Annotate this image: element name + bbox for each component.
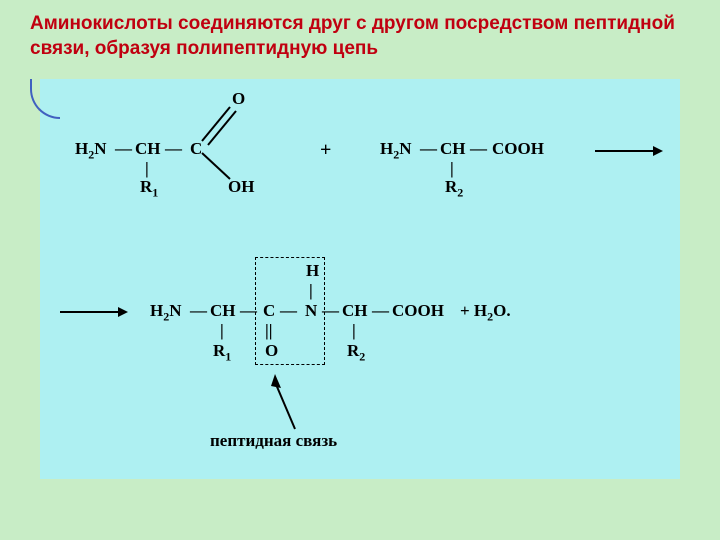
bond: —: [420, 139, 437, 159]
aa2-r2: R2: [445, 177, 463, 200]
bond: —: [470, 139, 487, 159]
plus-sign: +: [320, 139, 331, 162]
aa1-r1: R1: [140, 177, 158, 200]
vbar: |: [145, 159, 149, 179]
peptide-bond-label: пептидная связь: [210, 431, 337, 451]
prod-r2: R2: [347, 341, 365, 364]
vbar: |: [220, 321, 224, 341]
reaction-arrow-1: [595, 143, 665, 159]
prod-r1: R1: [213, 341, 231, 364]
bond: —: [165, 139, 182, 159]
aa1-ch: CH: [135, 139, 161, 159]
vbar: |: [450, 159, 454, 179]
aa2-ch: CH: [440, 139, 466, 159]
prod-cooh: COOH: [392, 301, 444, 321]
peptide-bond-box: [255, 257, 325, 365]
aa2-cooh: COOH: [492, 139, 544, 159]
bond: —: [115, 139, 132, 159]
vbar: |: [352, 321, 356, 341]
prod-ch1: CH: [210, 301, 236, 321]
prod-nh2: H2N: [150, 301, 182, 324]
aa2-nh2: H2N: [380, 139, 412, 162]
prod-water: + H2O.: [460, 301, 511, 324]
bond: —: [190, 301, 207, 321]
decorative-mark: [30, 79, 60, 119]
reaction-diagram: H2N — CH — C | R1 O OH + H2N — CH — COOH…: [40, 79, 680, 479]
page-title: Аминокислоты соединяются друг с другом п…: [30, 12, 690, 61]
annotation-arrow: [265, 374, 315, 434]
aa1-nh2: H2N: [75, 139, 107, 162]
bond: —: [372, 301, 389, 321]
prod-ch2: CH: [342, 301, 368, 321]
reaction-arrow-2: [60, 304, 130, 320]
aa1-oh: OH: [228, 177, 254, 197]
aa1-o: O: [232, 89, 245, 109]
